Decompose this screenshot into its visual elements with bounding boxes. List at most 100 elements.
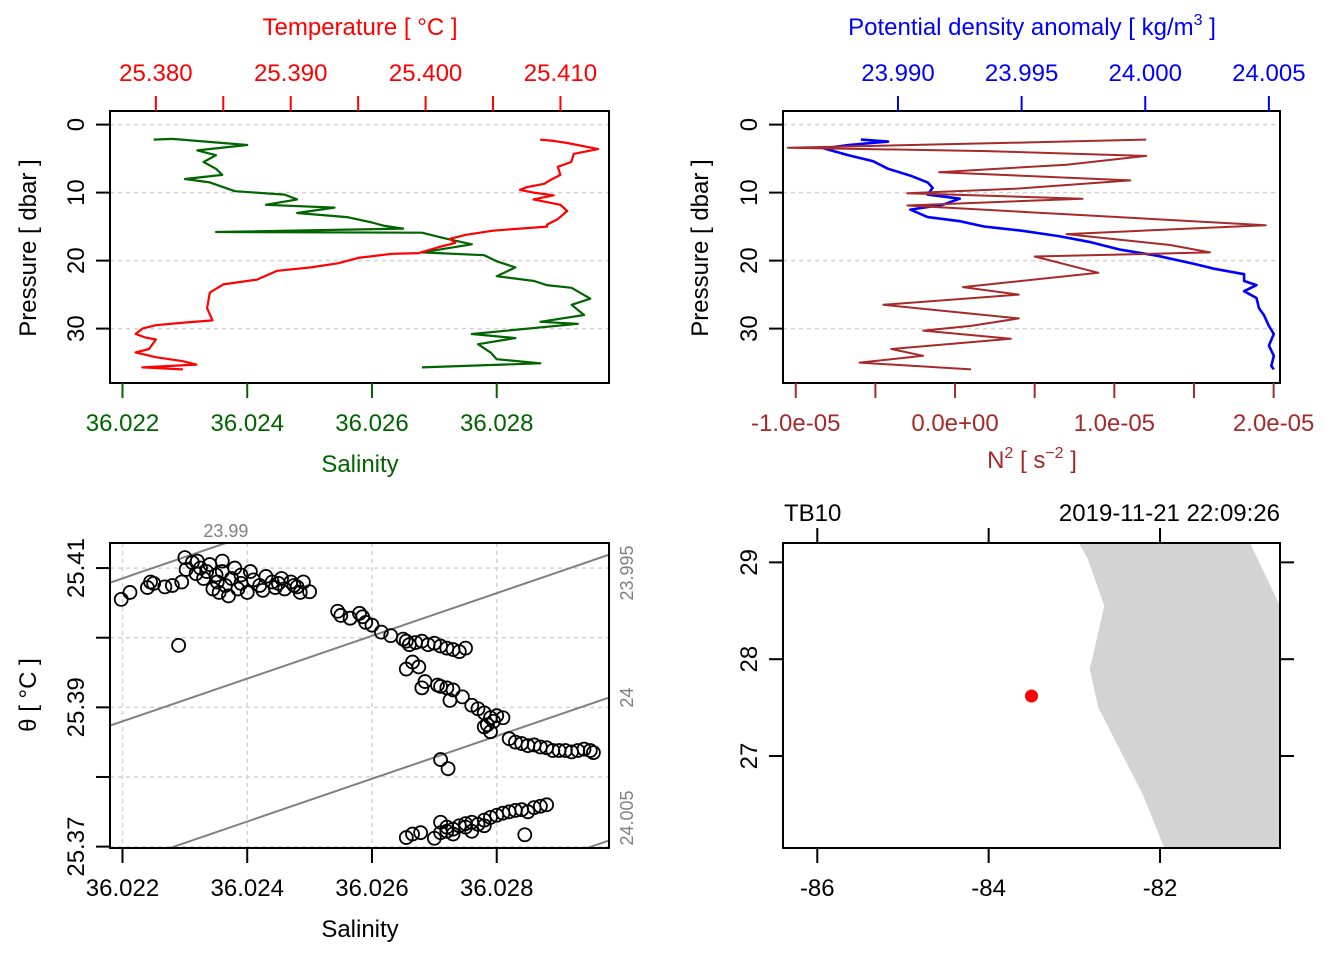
bottom-tick-label: -82 (1143, 875, 1178, 902)
y-tick-label: 27 (736, 743, 763, 770)
data-point (214, 553, 230, 569)
bottom-tick-label: 36.022 (86, 410, 159, 437)
y-tick-label: 28 (736, 646, 763, 673)
plot-frame (782, 110, 1281, 384)
data-point (113, 592, 129, 607)
panel-station-map: TB10 2019-11-21 22:09:26 27 28 29 -86 -84 -82 (736, 500, 1294, 902)
data-point (411, 659, 427, 675)
panel-ts-diagram: Salinity θ [ °C ] 23.99 23.995 24 24.005 25.… (15, 521, 637, 943)
top-tick-label: 25.400 (389, 60, 462, 87)
top-tick-label: 25.390 (254, 60, 327, 87)
data-point (495, 710, 511, 726)
isopycnal-label: 24 (617, 688, 637, 708)
top-tick-label: 23.995 (985, 60, 1058, 87)
pressure-axis-title: Pressure [ dbar ] (15, 159, 42, 336)
data-point (333, 608, 349, 623)
isopycnal-line (110, 543, 229, 584)
bottom-tick-label: 36.024 (211, 875, 284, 902)
data-point (164, 578, 180, 593)
data-point (302, 584, 318, 600)
pressure-axis-title: Pressure [ dbar ] (687, 159, 714, 336)
y-tick-label: 30 (63, 315, 90, 342)
data-point (440, 761, 456, 777)
data-point (398, 633, 414, 649)
bottom-tick-label: -84 (971, 875, 1006, 902)
density-axis-title: Potential density anomaly [ kg/m3 ] (848, 12, 1216, 41)
data-point (373, 624, 389, 640)
y-tick-label: 0 (63, 118, 90, 131)
data-point (414, 680, 430, 696)
data-point (157, 579, 173, 595)
data-point (582, 743, 598, 758)
y-tick-label: 10 (63, 179, 90, 206)
data-point (445, 682, 461, 698)
salinity-axis-title: Salinity (321, 916, 398, 943)
top-tick-label: 24.005 (1232, 60, 1305, 87)
y-tick-label: 30 (736, 315, 763, 342)
isopycnal-label: 23.995 (617, 545, 637, 600)
data-point (330, 603, 346, 619)
isopycnal-line (166, 696, 609, 848)
plot-frame (782, 542, 1281, 849)
land-polygon (1078, 543, 1280, 848)
y-tick-label: 25.37 (63, 817, 90, 877)
data-point (122, 585, 138, 600)
data-point (174, 574, 190, 590)
data-point (455, 689, 470, 705)
data-point (413, 825, 429, 841)
y-tick-label: 20 (63, 247, 90, 274)
bottom-tick-label: 36.024 (211, 410, 284, 437)
plot-frame (109, 110, 610, 384)
top-tick-label: 25.380 (119, 60, 192, 87)
temperature-axis-title: Temperature [ °C ] (263, 14, 458, 41)
data-point (489, 708, 505, 724)
n2-series-line (786, 138, 1267, 371)
data-point (221, 588, 236, 604)
isopycnal-line (110, 553, 609, 727)
data-point (242, 564, 258, 579)
bottom-tick-label: 1.0e-05 (1074, 410, 1155, 437)
data-point (199, 564, 215, 579)
data-point (576, 741, 592, 757)
data-point (233, 567, 249, 583)
data-point (464, 823, 480, 839)
y-tick-label: 29 (736, 549, 763, 576)
isopycnal-group (110, 543, 609, 848)
y-tick-label: 10 (736, 179, 763, 206)
theta-axis-title: θ [ °C ] (15, 658, 42, 732)
data-point (483, 724, 498, 740)
isopycnal-label: 23.99 (203, 521, 248, 541)
data-point (539, 797, 555, 813)
data-point (586, 745, 601, 761)
top-tick-label: 25.410 (524, 60, 597, 87)
data-point (171, 637, 187, 653)
data-point (364, 617, 380, 633)
station-marker (1025, 689, 1038, 703)
top-tick-label: 24.000 (1109, 60, 1182, 87)
bottom-tick-label: 36.028 (460, 875, 533, 902)
bottom-tick-label: -86 (800, 875, 835, 902)
data-point (274, 571, 289, 586)
y-tick-label: 25.39 (63, 677, 90, 737)
station-name-label: TB10 (784, 500, 841, 527)
data-point (532, 798, 548, 814)
data-point (433, 752, 448, 767)
bottom-tick-label: 36.026 (335, 875, 408, 902)
data-point (458, 640, 473, 656)
data-point (239, 585, 255, 600)
y-tick-label: 0 (736, 118, 763, 131)
y-tick-label: 25.41 (63, 538, 90, 598)
panel-temperature-salinity-profile: Temperature [ °C ] Salinity Pressure [ d… (15, 14, 610, 478)
data-point (292, 585, 308, 600)
panel-density-n2-profile: Potential density anomaly [ kg/m3 ] N2 [… (687, 12, 1314, 474)
bottom-tick-label: -1.0e-05 (751, 410, 840, 437)
isopycnal-label: 24.005 (617, 790, 637, 845)
bottom-tick-label: 36.022 (86, 875, 159, 902)
temperature-series-line (134, 138, 600, 371)
station-time-label: 2019-11-21 22:09:26 (1059, 500, 1280, 527)
bottom-tick-label: 0.0e+00 (911, 410, 998, 437)
data-point (517, 827, 533, 843)
data-point (476, 818, 492, 834)
bottom-tick-label: 36.026 (335, 410, 408, 437)
